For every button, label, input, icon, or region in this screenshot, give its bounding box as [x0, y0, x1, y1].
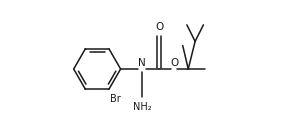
Text: O: O [155, 22, 163, 32]
Text: O: O [170, 58, 179, 68]
Text: Br: Br [110, 94, 121, 104]
Text: N: N [138, 58, 146, 68]
Text: NH₂: NH₂ [133, 102, 151, 112]
